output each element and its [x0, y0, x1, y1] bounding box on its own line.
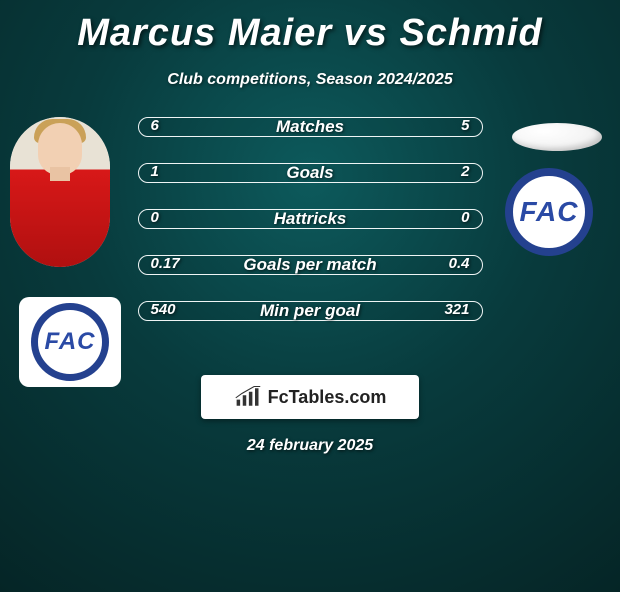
- player-left-silhouette: [10, 117, 110, 267]
- stats-table: 6 Matches 5 1 Goals 2 0 Hattricks 0 0.17…: [138, 117, 483, 321]
- player-right-photo: [512, 123, 602, 151]
- date-text: 24 february 2025: [0, 437, 620, 455]
- stat-row: 540 Min per goal 321: [138, 301, 483, 321]
- stat-left-value: 0.17: [151, 255, 180, 272]
- player-left-photo: [10, 117, 110, 267]
- stat-left-value: 540: [151, 301, 176, 318]
- stat-left-value: 6: [151, 117, 159, 134]
- page-title: Marcus Maier vs Schmid: [0, 12, 620, 55]
- stat-label: Min per goal: [139, 301, 482, 321]
- brand-chart-icon: [234, 386, 262, 408]
- stat-row: 0 Hattricks 0: [138, 209, 483, 229]
- brand-badge: FcTables.com: [201, 375, 419, 419]
- stat-label: Hattricks: [139, 209, 482, 229]
- player-right-club-badge: FAC: [498, 167, 600, 257]
- stat-left-value: 1: [151, 163, 159, 180]
- stat-row: 1 Goals 2: [138, 163, 483, 183]
- club-badge-circle: FAC: [505, 168, 593, 256]
- stat-label: Matches: [139, 117, 482, 137]
- comparison-panel: FAC FAC 6 Matches 5 1 Goals 2 0 Hattrick…: [0, 117, 620, 321]
- stat-left-value: 0: [151, 209, 159, 226]
- stat-right-value: 321: [444, 301, 469, 318]
- stat-label: Goals: [139, 163, 482, 183]
- club-badge-circle: FAC: [31, 303, 109, 381]
- club-badge-text: FAC: [45, 328, 96, 356]
- subtitle: Club competitions, Season 2024/2025: [0, 71, 620, 89]
- stat-row: 6 Matches 5: [138, 117, 483, 137]
- player-left-club-badge: FAC: [19, 297, 121, 387]
- stat-label: Goals per match: [139, 255, 482, 275]
- club-badge-text: FAC: [520, 196, 579, 228]
- stat-row: 0.17 Goals per match 0.4: [138, 255, 483, 275]
- stat-right-value: 2: [461, 163, 469, 180]
- stat-right-value: 0: [461, 209, 469, 226]
- stat-right-value: 5: [461, 117, 469, 134]
- brand-text: FcTables.com: [268, 387, 387, 408]
- stat-right-value: 0.4: [449, 255, 470, 272]
